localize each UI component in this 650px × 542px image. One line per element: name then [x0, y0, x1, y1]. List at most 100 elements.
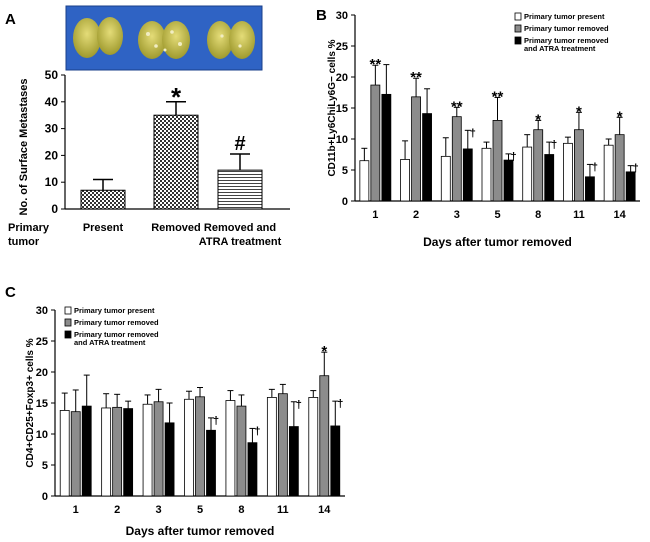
- bar-series-1: [225, 400, 236, 497]
- bar-series-2: [277, 393, 288, 497]
- x-tick-label: 3: [454, 209, 460, 221]
- bar-series-1: [266, 397, 277, 497]
- bar-series-1: [400, 159, 410, 202]
- lung-specimen-removed: [138, 21, 190, 59]
- y-tick-label: 0: [42, 491, 48, 503]
- legend: Primary tumor present Primary tumor remov…: [514, 12, 609, 53]
- dagger-marker: †: [551, 139, 557, 151]
- significance-marker: *: [535, 111, 541, 128]
- x-tick-label: 8: [238, 504, 244, 516]
- x-tick-label: 3: [156, 504, 162, 516]
- bar-series-2: [153, 401, 164, 497]
- significance-marker: *: [321, 343, 327, 360]
- y-tick-label: 15: [336, 103, 348, 115]
- bar-series-3: [422, 113, 432, 202]
- legend-swatch: [514, 36, 522, 45]
- y-tick-label: 30: [336, 10, 348, 22]
- bar-series-3: [585, 176, 595, 202]
- y-tick-label: 15: [36, 398, 48, 410]
- x-tick-label: 2: [114, 504, 120, 516]
- significance-marker: **: [492, 88, 504, 105]
- legend-label: Primary tumor removed: [524, 24, 609, 33]
- bar-series-3: [544, 154, 555, 202]
- y-axis-label: CD4+CD25+Foxp3+ cells %: [25, 338, 36, 467]
- legend-label: Primary tumor removed: [74, 318, 159, 327]
- legend-swatch: [514, 24, 522, 33]
- bar-series-1: [101, 407, 112, 497]
- y-tick-label: 20: [36, 367, 48, 379]
- x-tick-label: 2: [413, 209, 419, 221]
- dagger-marker: †: [213, 415, 219, 427]
- a-y-tick-label: 50: [45, 68, 59, 82]
- dagger-marker: †: [592, 161, 598, 173]
- a-category-label: Removed and: [204, 222, 276, 234]
- y-tick-label: 10: [36, 429, 48, 441]
- bar-series-1: [481, 147, 492, 202]
- bar-series-3: [206, 429, 216, 497]
- bar-series-1: [184, 398, 194, 497]
- legend: Primary tumor present Primary tumor remov…: [64, 306, 159, 347]
- bar-series-3: [462, 148, 473, 202]
- x-tick-label: 14: [318, 504, 331, 516]
- a-y-tick-label: 30: [45, 122, 59, 136]
- y-tick-label: 5: [342, 165, 348, 177]
- a-bar: [153, 114, 199, 210]
- bar-series-3: [123, 408, 134, 497]
- legend-label: Primary tumor removed: [524, 36, 609, 45]
- lung-specimen-present: [73, 17, 123, 58]
- bar-series-1: [440, 155, 451, 202]
- significance-marker: **: [410, 69, 422, 86]
- a-row-label: Primary: [8, 222, 50, 234]
- bar-series-3: [288, 426, 299, 497]
- a-y-tick-label: 0: [51, 202, 58, 216]
- y-tick-label: 20: [336, 72, 348, 84]
- a-category-label: Present: [83, 222, 124, 234]
- panel-label-b: B: [316, 7, 327, 24]
- bar-series-2: [370, 84, 381, 202]
- legend-label: and ATRA treatment: [524, 44, 596, 53]
- a-bar: [217, 169, 263, 210]
- y-tick-label: 30: [36, 305, 48, 317]
- bar-series-3: [625, 171, 636, 202]
- significance-marker: **: [451, 98, 463, 115]
- a-bar: [80, 189, 126, 210]
- chart-a: 0 10 20 30 40 50 No. of Surface Metastases Pres…: [8, 68, 290, 248]
- bar-series-3: [164, 422, 175, 497]
- legend-swatch: [64, 306, 72, 315]
- significance-marker: *: [576, 103, 582, 120]
- y-tick-label: 0: [342, 196, 348, 208]
- a-category-label: Removed: [151, 222, 201, 234]
- y-tick-label: 25: [336, 41, 348, 53]
- a-y-tick-label: 40: [45, 95, 59, 109]
- dagger-marker: †: [470, 127, 476, 139]
- bar-series-3: [247, 442, 258, 497]
- significance-marker: **: [370, 56, 382, 73]
- dagger-marker: †: [510, 151, 516, 163]
- bar-series-2: [574, 129, 584, 202]
- bar-series-2: [451, 116, 462, 202]
- x-tick-label: 1: [372, 209, 378, 221]
- legend-label: Primary tumor present: [524, 12, 605, 21]
- dagger-marker: †: [254, 425, 260, 437]
- bar-series-2: [614, 134, 625, 202]
- dagger-marker: †: [337, 398, 343, 410]
- bar-series-1: [522, 146, 533, 202]
- y-tick-label: 10: [336, 134, 348, 146]
- a-y-tick-label: 10: [45, 175, 59, 189]
- x-tick-label: 1: [73, 504, 79, 516]
- bar-series-1: [563, 142, 573, 202]
- legend-swatch: [514, 12, 522, 21]
- significance-marker: *: [617, 108, 623, 125]
- lung-specimen-atra: [207, 21, 255, 59]
- bar-series-3: [503, 159, 514, 202]
- legend-label: Primary tumor present: [74, 306, 155, 315]
- bar-series-2: [319, 375, 330, 497]
- x-tick-label: 11: [573, 209, 585, 221]
- bar-series-1: [359, 160, 370, 202]
- a-significance-marker: *: [171, 82, 182, 112]
- bar-series-3: [81, 405, 92, 497]
- a-category-label: ATRA treatment: [199, 236, 282, 248]
- y-tick-label: 25: [36, 336, 48, 348]
- lung-photo: [65, 5, 263, 71]
